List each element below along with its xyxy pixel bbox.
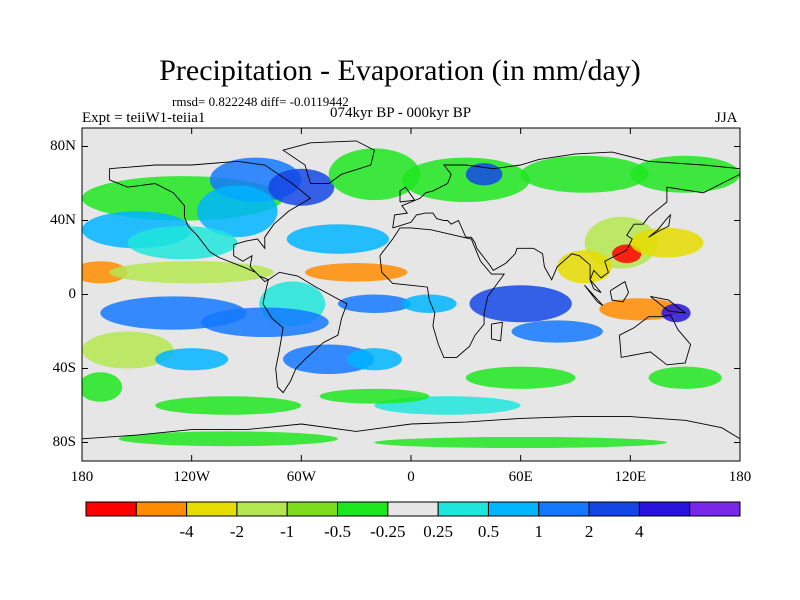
x-tick-label: 180 bbox=[70, 469, 94, 485]
field-blob bbox=[286, 224, 390, 254]
colorbar-label: 0.25 bbox=[423, 522, 454, 541]
coastline bbox=[609, 280, 629, 303]
page-title: Precipitation - Evaporation (in mm/day) bbox=[159, 54, 641, 87]
field-blob bbox=[465, 366, 576, 389]
field-blob bbox=[337, 294, 412, 313]
y-tick-label: 80N bbox=[50, 137, 76, 154]
field-blob bbox=[283, 344, 375, 375]
field-blob bbox=[469, 285, 572, 323]
x-tick-label: 180 bbox=[728, 469, 752, 485]
colorbar-box bbox=[186, 501, 238, 517]
field-blob bbox=[465, 163, 503, 186]
colorbar-box bbox=[135, 501, 188, 517]
colorbar-box bbox=[487, 501, 540, 517]
colorbar-label: -0.25 bbox=[370, 522, 406, 541]
y-tick-label: 80S bbox=[52, 433, 76, 450]
colorbar-label: -4 bbox=[179, 522, 194, 541]
field-blob bbox=[401, 294, 457, 313]
colorbar bbox=[85, 501, 741, 517]
x-tick-label: 60W bbox=[286, 469, 316, 485]
coastline bbox=[379, 227, 506, 358]
field-blob bbox=[648, 366, 722, 389]
diff-value: diff= -0.0119442 bbox=[260, 94, 349, 109]
colorbar-label: -1 bbox=[280, 522, 295, 541]
x-tick-label: 0 bbox=[407, 469, 415, 485]
field-blob bbox=[109, 261, 274, 284]
field-blob bbox=[511, 320, 603, 343]
coastline bbox=[584, 284, 604, 306]
y-tick-label: 40S bbox=[52, 359, 76, 376]
axis-ticks bbox=[81, 128, 741, 461]
coastline bbox=[618, 314, 692, 366]
field-blob bbox=[630, 155, 740, 193]
coastlines bbox=[82, 140, 740, 440]
colorbar-box bbox=[387, 501, 439, 517]
field-blob bbox=[328, 148, 421, 201]
colorbar-box bbox=[638, 501, 691, 517]
field-blob bbox=[661, 303, 691, 323]
coastline bbox=[650, 295, 687, 314]
field-blob bbox=[127, 226, 238, 260]
y-tick-label: 0 bbox=[68, 285, 77, 302]
field-blob bbox=[304, 263, 408, 282]
colorbar-label: 1 bbox=[534, 522, 544, 541]
colorbar-box bbox=[286, 501, 339, 517]
field-blob bbox=[82, 261, 128, 284]
coastline bbox=[108, 160, 312, 283]
y-tick-label: 40N bbox=[50, 211, 76, 228]
coastline bbox=[282, 140, 375, 184]
coastline bbox=[648, 213, 672, 238]
field-blob bbox=[155, 396, 302, 415]
field-blob bbox=[520, 155, 649, 193]
colorbar-label: 2 bbox=[584, 522, 594, 541]
season-label: JJA bbox=[715, 110, 738, 126]
colorbar-label: 4 bbox=[635, 522, 644, 541]
colorbar-box bbox=[437, 501, 489, 517]
field-blob bbox=[155, 348, 229, 371]
experiment-label: Expt = teiiW1-teiia1 bbox=[82, 110, 206, 126]
field-blob bbox=[401, 157, 530, 202]
map-plot-area bbox=[82, 128, 740, 461]
colorbar-label: 0.5 bbox=[477, 522, 500, 541]
field-blob bbox=[82, 331, 174, 369]
coastline bbox=[82, 416, 740, 440]
field-blob bbox=[557, 250, 613, 284]
colorbar-box bbox=[236, 501, 288, 517]
coastline bbox=[262, 271, 348, 394]
precip-evap-field bbox=[82, 148, 740, 449]
x-tick-label: 120E bbox=[614, 469, 647, 485]
coastline bbox=[490, 321, 503, 342]
field-blob bbox=[100, 296, 247, 330]
stats-line: rmsd= 0.822248 diff= -0.0119442 bbox=[172, 94, 349, 110]
colorbar-box bbox=[337, 501, 389, 517]
rmsd-value: rmsd= 0.822248 bbox=[172, 94, 258, 109]
coastline bbox=[399, 186, 416, 203]
field-blob bbox=[82, 372, 123, 402]
comparison-label: 074kyr BP - 000kyr BP bbox=[330, 105, 472, 121]
field-blob bbox=[319, 388, 430, 404]
colorbar-label: -0.5 bbox=[324, 522, 351, 541]
field-blob bbox=[197, 185, 278, 238]
x-tick-label: 60E bbox=[508, 469, 533, 485]
field-blob bbox=[268, 168, 335, 206]
colorbar-box bbox=[85, 501, 137, 517]
x-tick-label: 120W bbox=[173, 469, 210, 485]
colorbar-box bbox=[588, 501, 640, 517]
field-blob bbox=[347, 348, 402, 371]
colorbar-label: -2 bbox=[229, 522, 244, 541]
field-blob bbox=[118, 431, 338, 447]
colorbar-box bbox=[538, 501, 590, 517]
field-blob bbox=[374, 436, 667, 449]
field-blob bbox=[612, 244, 642, 264]
colorbar-box bbox=[689, 501, 741, 517]
field-blob bbox=[630, 227, 704, 258]
coastline bbox=[392, 151, 740, 294]
